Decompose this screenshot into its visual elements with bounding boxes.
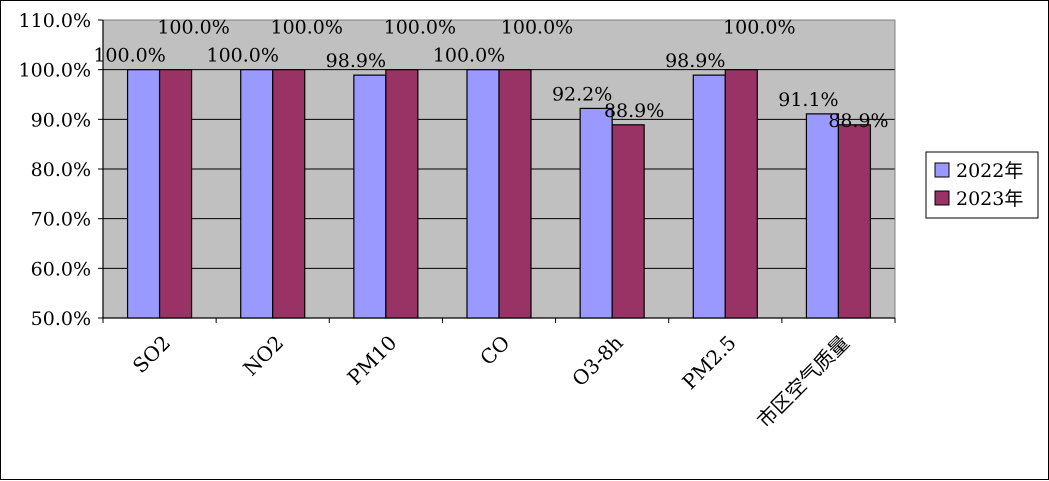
x-category-label: O3-8h <box>567 330 628 391</box>
bar-series1 <box>240 69 274 319</box>
legend-swatch <box>934 190 950 206</box>
bar-series2 <box>385 69 419 319</box>
data-label: 100.0% <box>157 17 229 39</box>
x-category-label: NO2 <box>238 331 288 381</box>
data-label: 100.0% <box>501 17 573 39</box>
x-category-label: SO2 <box>128 331 175 378</box>
data-label: 100.0% <box>723 17 795 39</box>
bar-series2 <box>272 69 306 319</box>
bar-series1 <box>466 69 500 319</box>
y-tick-label: 80.0% <box>31 159 91 181</box>
bar-series2 <box>498 69 532 319</box>
y-tick-label: 50.0% <box>31 308 91 330</box>
legend-swatch <box>934 162 950 178</box>
data-label: 98.9% <box>665 50 725 72</box>
data-label: 92.2% <box>552 83 612 105</box>
bar-series1 <box>353 74 387 319</box>
data-label: 88.9% <box>828 110 888 132</box>
x-category-label: 市区空气质量 <box>752 331 854 433</box>
y-tick-label: 90.0% <box>31 109 91 131</box>
bar-series1 <box>692 74 726 319</box>
x-category-label: PM2.5 <box>677 331 740 394</box>
bar-series2 <box>724 69 758 319</box>
bar-series1 <box>805 113 840 319</box>
bar-series1 <box>126 69 161 319</box>
y-tick-label: 70.0% <box>31 209 91 231</box>
data-label: 100.0% <box>93 45 165 67</box>
data-label: 100.0% <box>433 45 505 67</box>
bar-series2 <box>837 124 872 319</box>
y-tick-label: 60.0% <box>31 258 91 280</box>
data-label: 98.9% <box>326 50 386 72</box>
legend-label: 2023年 <box>956 188 1023 210</box>
legend-label: 2022年 <box>956 160 1023 182</box>
data-label: 100.0% <box>270 17 342 39</box>
x-category-label: CO <box>475 331 514 370</box>
data-label: 100.0% <box>206 45 278 67</box>
y-tick-label: 100.0% <box>19 60 91 82</box>
bar-series1 <box>579 107 613 319</box>
data-label: 100.0% <box>384 17 456 39</box>
bar-series2 <box>158 69 193 319</box>
data-label: 91.1% <box>778 89 838 111</box>
x-category-label: PM10 <box>342 331 401 390</box>
y-tick-label: 110.0% <box>19 10 91 32</box>
data-label: 88.9% <box>604 100 664 122</box>
bar-series2 <box>611 124 645 319</box>
